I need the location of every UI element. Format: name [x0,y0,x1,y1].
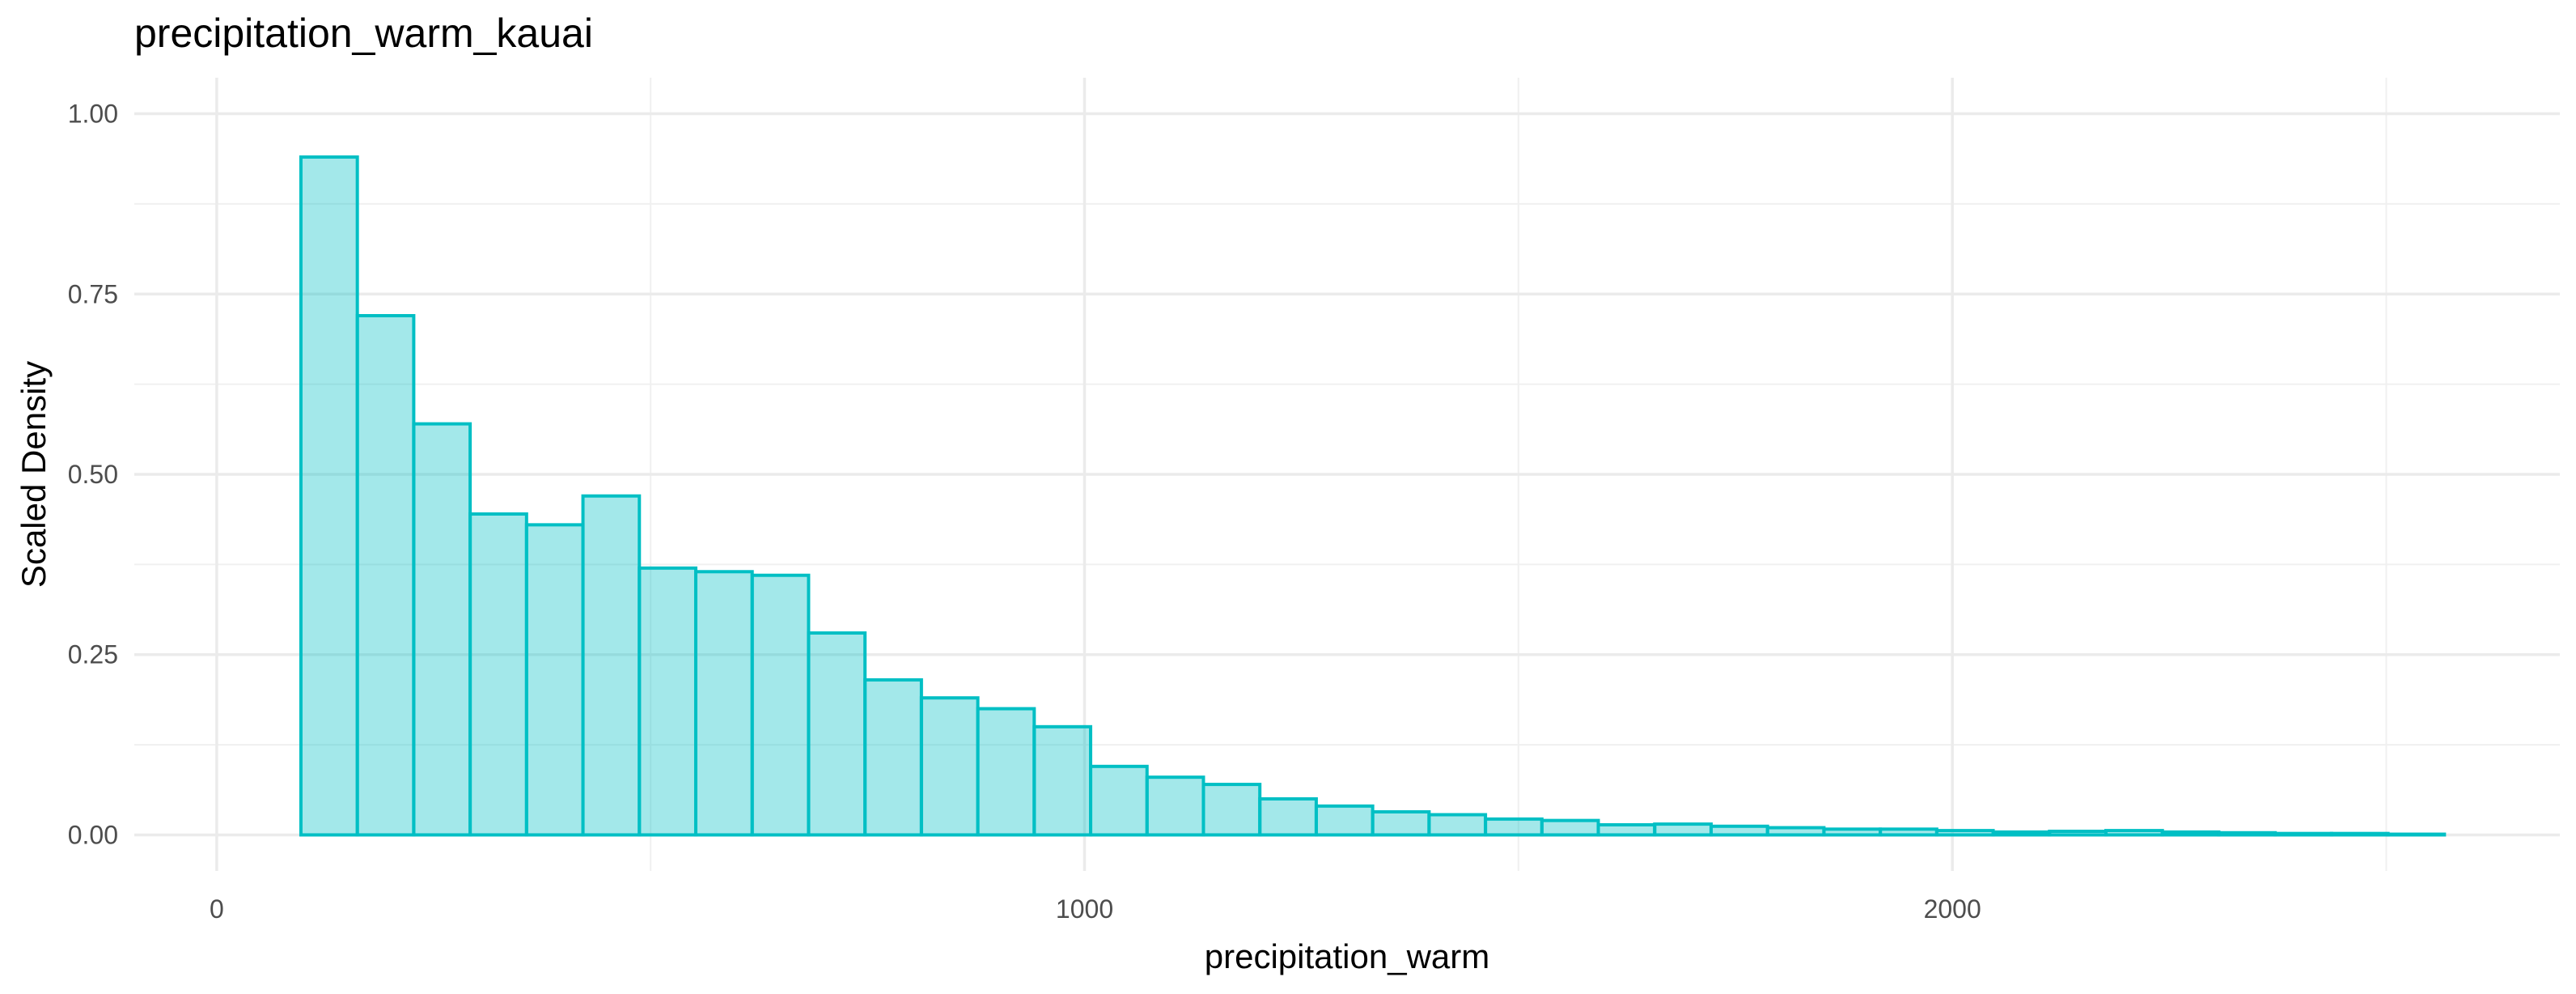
histogram-bar [807,631,867,837]
chart-title: precipitation_warm_kauai [134,11,593,56]
histogram-bar [1484,817,1544,837]
histogram-bars [299,155,2447,837]
histogram-bar [1371,809,1431,837]
histogram-bar [2160,830,2221,837]
histogram-bar [750,573,811,837]
histogram-bar [1314,804,1375,837]
histogram-bar [1032,724,1093,837]
histogram-bar [1653,822,1713,837]
x-tick-label: 0 [210,894,224,924]
histogram-bar [976,707,1036,837]
histogram-bar [581,494,642,837]
histogram-bar [468,512,528,837]
x-tick-label: 1000 [1056,894,1113,924]
histogram-bar [299,155,359,837]
y-tick-label: 0.25 [68,640,118,669]
y-axis-title: Scaled Density [15,361,53,588]
x-tick-label: 2000 [1924,894,1981,924]
histogram-bar [1709,824,1769,837]
histogram-bar [1089,764,1149,837]
histogram-bar [693,570,754,837]
histogram-bar [919,696,980,837]
y-axis-tick-labels: 0.00 0.25 0.50 0.75 1.00 [68,100,118,850]
y-tick-label: 0.50 [68,460,118,489]
grid-minor-lines [134,78,2560,871]
histogram-bar [1145,775,1205,837]
y-tick-label: 0.00 [68,820,118,849]
histogram-bar [355,314,416,837]
histogram-bar [412,422,472,837]
histogram-bar [1201,783,1262,837]
histogram-bar [1427,813,1488,837]
y-tick-label: 1.00 [68,100,118,129]
y-tick-label: 0.75 [68,279,118,308]
histogram-bar [2273,831,2333,837]
histogram-bar [1822,827,1883,837]
x-axis-title: precipitation_warm [1205,937,1490,975]
histogram-bar [1934,829,1995,837]
histogram-bar [1540,818,1600,837]
x-axis-tick-labels: 0 1000 2000 [210,894,1981,924]
histogram-bar [863,678,923,837]
histogram-bar [2048,830,2108,837]
histogram-bar [638,566,697,837]
histogram-bar [1596,822,1657,837]
histogram-bar [1258,796,1318,837]
histogram-bar [524,523,585,837]
histogram-bar [1765,826,1826,837]
histogram-bar [2104,829,2164,837]
histogram-bar [2217,830,2277,837]
histogram-bar [1991,830,2052,837]
histogram-bar [1879,827,1938,837]
histogram-bar [2329,831,2390,837]
